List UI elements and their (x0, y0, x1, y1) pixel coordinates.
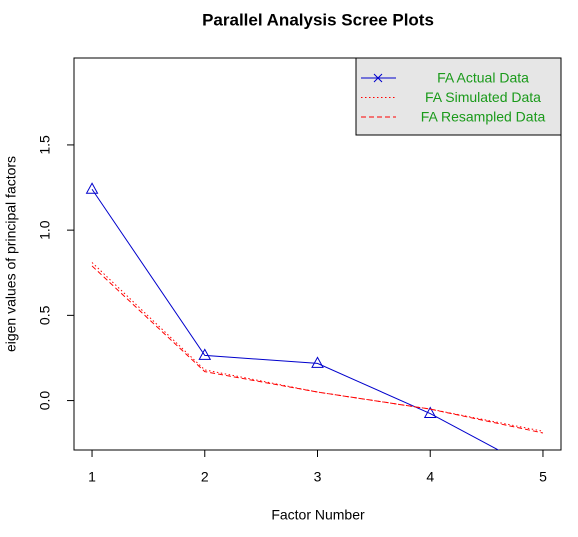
legend-marker (373, 73, 383, 83)
series-line (91, 188, 500, 450)
x-tick-label: 2 (201, 469, 209, 485)
legend-label: FA Simulated Data (425, 89, 541, 105)
point-marker (85, 182, 99, 194)
x-axis-title: Factor Number (271, 507, 365, 523)
x-tick-label: 3 (314, 469, 322, 485)
y-axis-title: eigen values of principal factors (3, 156, 19, 352)
x-tick-label: 5 (539, 469, 547, 485)
point-marker (198, 348, 212, 360)
legend-box (355, 57, 562, 136)
y-tick-label: 1.0 (37, 220, 53, 240)
chart-title: Parallel Analysis Scree Plots (202, 10, 434, 29)
point-marker (311, 356, 324, 368)
point-marker (423, 406, 437, 419)
legend-label: FA Resampled Data (421, 109, 546, 125)
y-tick-label: 0.5 (37, 305, 53, 325)
y-tick-label: 0.0 (37, 391, 53, 411)
legend-label: FA Actual Data (437, 70, 529, 86)
x-tick-label: 4 (426, 469, 434, 485)
x-tick-label: 1 (88, 469, 96, 485)
y-tick-label: 1.5 (37, 135, 53, 155)
plot-area (85, 182, 544, 450)
